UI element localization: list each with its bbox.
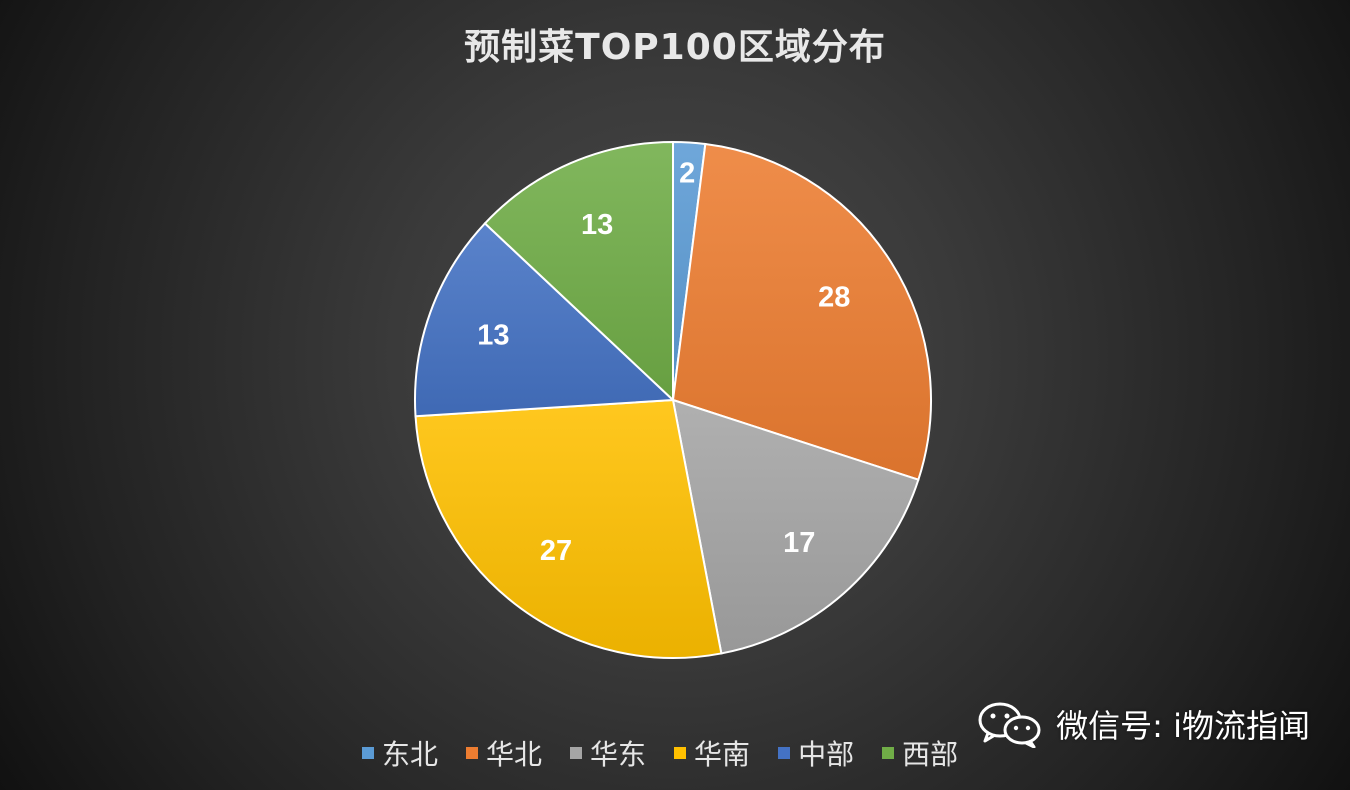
legend-item-2: 华北 xyxy=(466,733,542,773)
watermark-text: 微信号: i物流指闻 xyxy=(1056,707,1310,745)
data-label-4: 27 xyxy=(540,535,572,567)
legend-swatch xyxy=(882,747,895,759)
chart-title: 预制菜TOP100区域分布 xyxy=(464,27,886,68)
legend-label: 华南 xyxy=(694,738,751,771)
legend-label: 西部 xyxy=(902,738,959,771)
legend-swatch xyxy=(778,747,791,759)
legend-swatch xyxy=(570,747,583,759)
legend-item-6: 西部 xyxy=(882,733,958,773)
pie-slice-5 xyxy=(414,221,676,418)
data-label-6: 13 xyxy=(581,209,613,241)
data-label-1: 2 xyxy=(679,157,695,189)
pie-slice-6 xyxy=(483,140,674,403)
legend-swatch xyxy=(466,747,479,759)
pie-slice-3 xyxy=(671,398,920,655)
legend-label: 华北 xyxy=(486,738,543,771)
legend-swatch xyxy=(362,747,374,759)
data-label-3: 17 xyxy=(783,527,815,559)
wechat-icon xyxy=(978,702,1041,748)
legend-item-1: 东北 xyxy=(362,733,438,773)
pie-slice-4 xyxy=(414,398,723,659)
legend-label: 中部 xyxy=(798,738,855,771)
legend-swatch xyxy=(674,747,687,759)
legend-item-4: 华南 xyxy=(674,733,750,773)
pie-slice-2 xyxy=(671,142,932,481)
data-label-5: 13 xyxy=(477,319,509,351)
watermark: 微信号: i物流指闻 xyxy=(976,700,1310,748)
legend-label: 华东 xyxy=(590,738,647,771)
legend-item-3: 华东 xyxy=(570,733,646,773)
legend: 东北 华北 华东 华南 中部 西部 xyxy=(362,733,958,773)
data-label-2: 28 xyxy=(818,282,850,314)
legend-item-5: 中部 xyxy=(778,733,854,773)
legend-label: 东北 xyxy=(382,738,439,771)
